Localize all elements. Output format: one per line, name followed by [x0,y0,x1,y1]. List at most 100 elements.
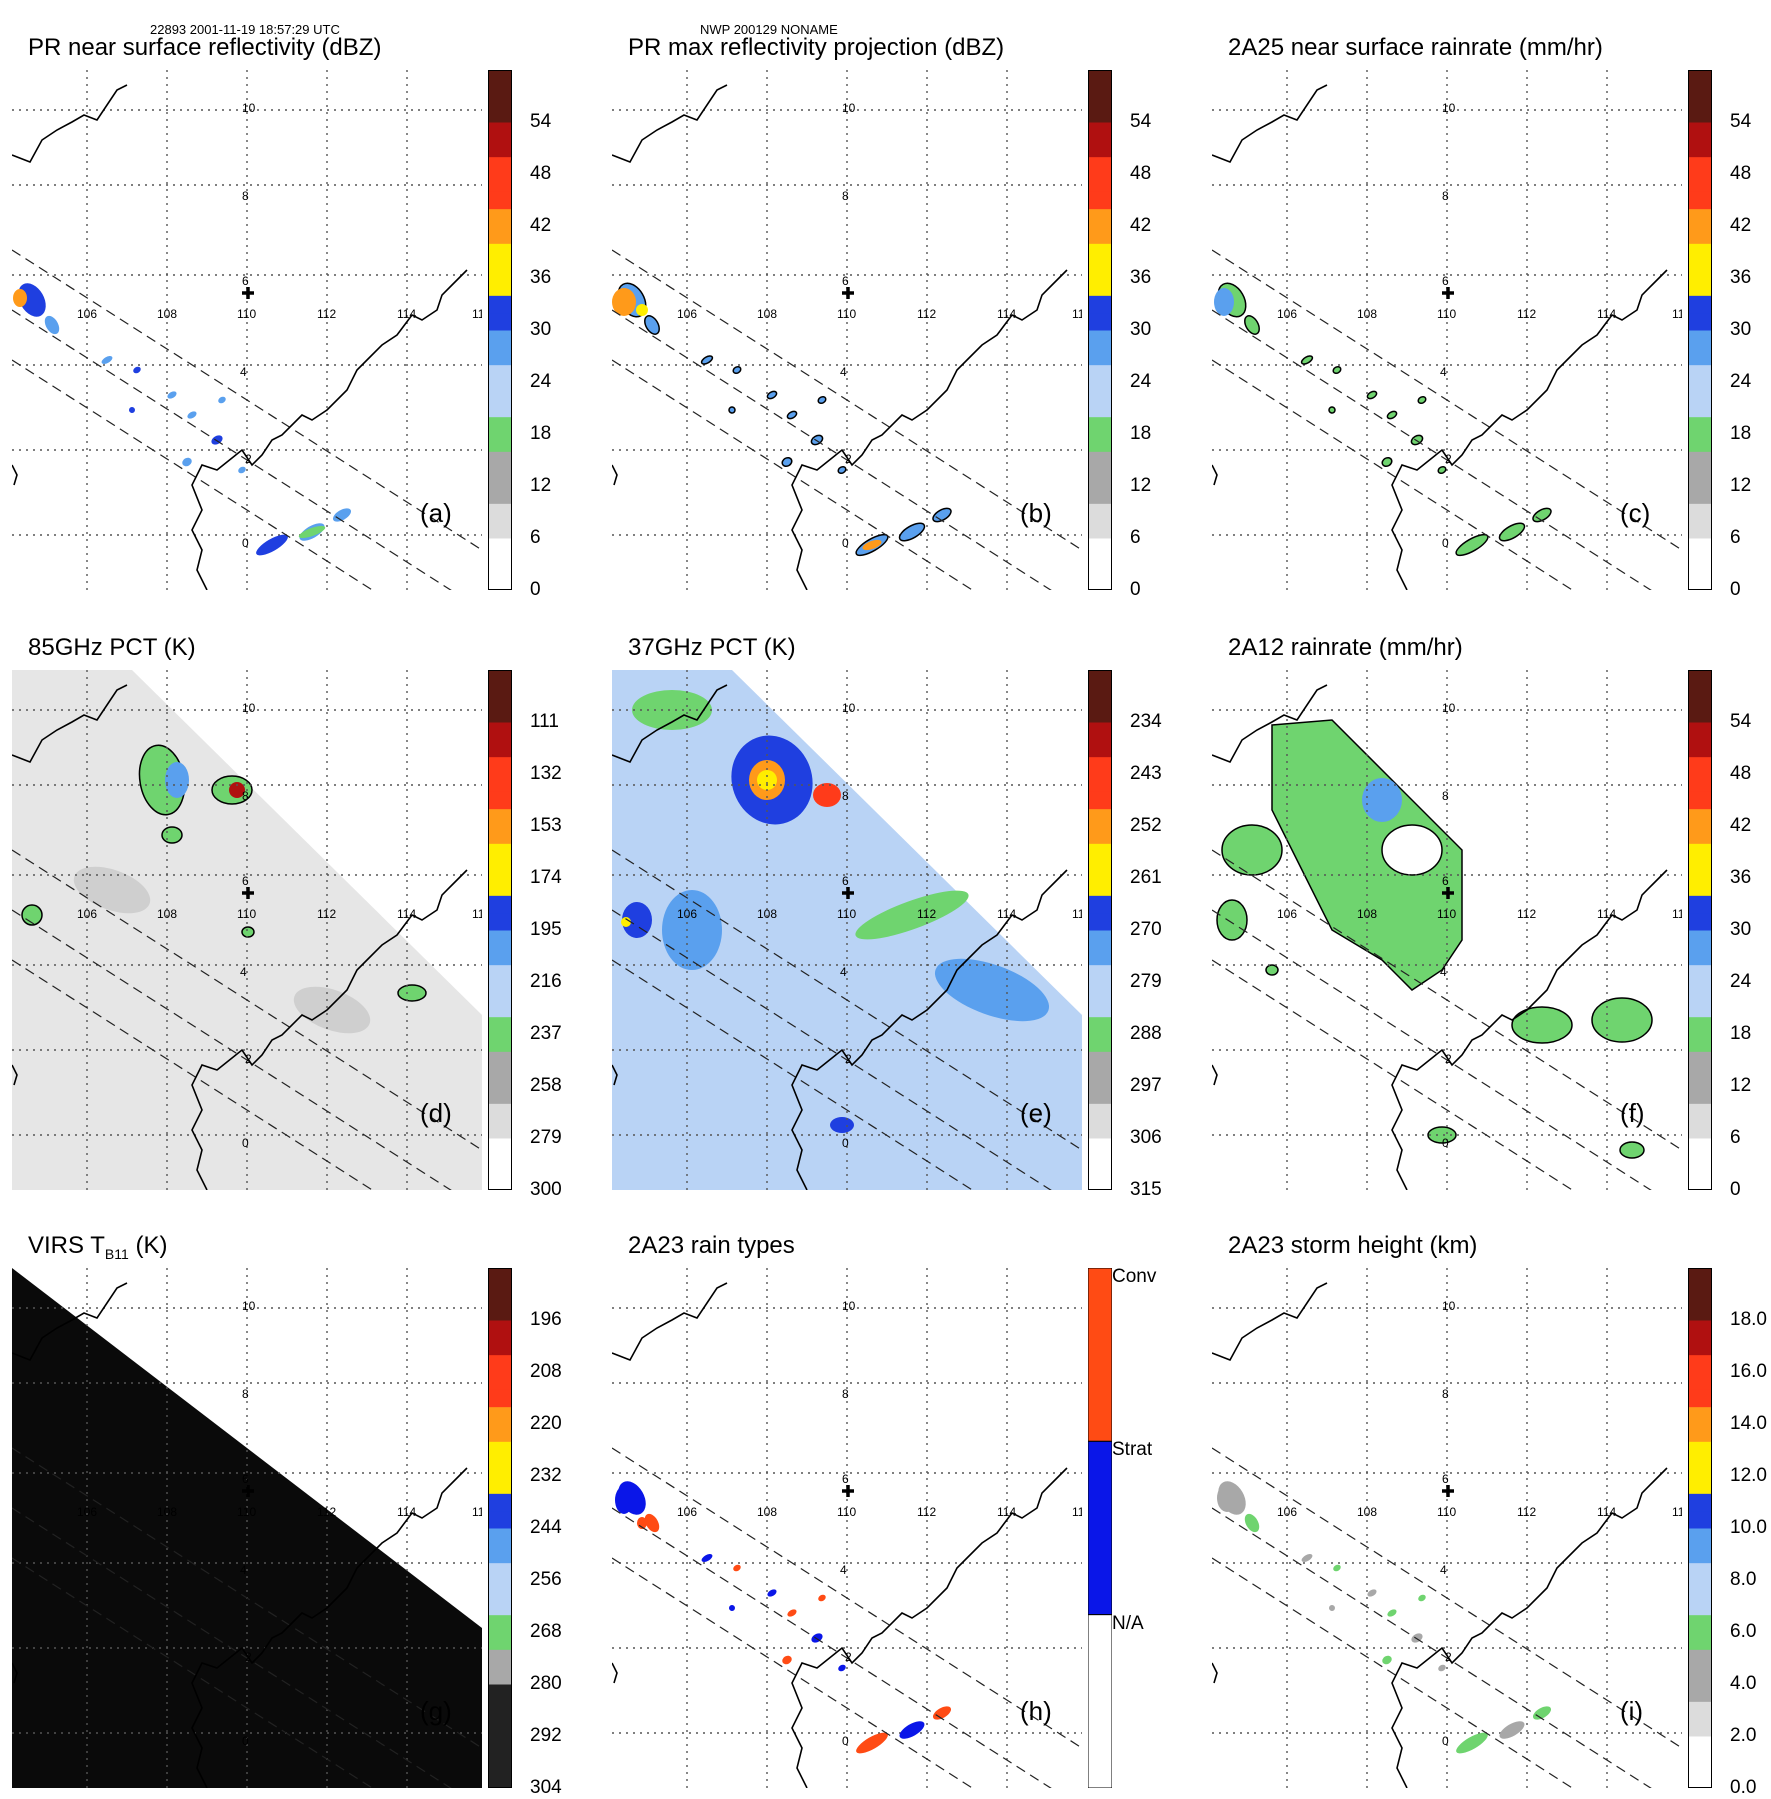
svg-text:6: 6 [842,874,849,888]
svg-text:110: 110 [237,1505,256,1519]
legend-swatch [488,843,512,862]
svg-text:6: 6 [242,1472,249,1486]
legend-swatch [488,930,512,948]
legend-swatch [1088,947,1112,966]
colorbar-tick-label: 42 [1730,815,1752,836]
panel-e: 106108110112114116108642037GHz PCT (K)(e… [600,630,1162,1200]
panel-a-label: (a) [420,498,452,528]
legend-swatch [1688,1718,1712,1737]
legend-swatch [488,538,512,556]
colorbar-tick-label: 12 [1730,1075,1752,1096]
legend-swatch [1688,260,1712,279]
panel-f-label: (f) [1620,1098,1645,1128]
svg-text:116: 116 [1072,1505,1082,1519]
legend-swatch [488,1337,512,1356]
legend-swatch [1688,174,1712,192]
legend-swatch [488,1406,512,1425]
legend-swatch [1088,930,1112,948]
legend-swatch [1088,416,1112,435]
map-svg: 1061081101121141161086420 [1212,70,1682,590]
legend-swatch [1688,1545,1712,1564]
panel-title-units: (K) [128,1232,168,1259]
colorbar-tick-label: 48 [530,163,552,184]
legend-swatch [488,1034,512,1052]
legend-swatch [1688,1354,1712,1373]
legend-swatch [488,208,512,227]
legend-swatch [1088,1051,1112,1070]
svg-text:8: 8 [242,789,249,803]
colorbar-tick-label: 30 [1730,319,1752,340]
legend-swatch [1688,70,1712,88]
colorbar-tick-label: 258 [530,1075,562,1096]
colorbar-tick-label: 42 [1130,215,1152,236]
panel-g-map: 1061081101121141161086420 [12,1268,482,1788]
panel-f-map: 1061081101121141161086420 [1212,670,1682,1190]
legend-swatch [1688,416,1712,435]
svg-text:2: 2 [1445,452,1452,466]
legend-swatch [488,1753,512,1772]
svg-text:108: 108 [157,307,177,321]
legend-swatch [1088,260,1112,279]
legend-swatch [1088,191,1112,210]
legend-swatch [1688,722,1712,740]
legend-swatch [1088,1034,1112,1052]
svg-text:106: 106 [77,1505,97,1519]
panel-title-subscript: B11 [104,1245,129,1262]
legend-swatch [1088,312,1112,331]
legend-swatch [1688,964,1712,983]
legend-swatch [488,70,512,88]
legend-swatch [1688,808,1712,827]
legend-swatch [1688,1770,1712,1788]
svg-text:6: 6 [842,274,849,288]
legend-swatch [488,1424,512,1442]
panel-title-text: 85GHz PCT (K) [28,634,196,661]
svg-text:116: 116 [1672,907,1682,921]
legend-swatch-conv [1088,1268,1112,1442]
colorbar-tick-label: 0 [1730,1179,1741,1200]
svg-text:6: 6 [1442,1472,1449,1486]
legend-swatch [1688,1701,1712,1720]
svg-text:10: 10 [842,1299,856,1313]
svg-text:110: 110 [237,307,256,321]
svg-text:108: 108 [757,907,777,921]
colorbar-tick-label: 111 [530,711,559,732]
legend-swatch [1688,1510,1712,1529]
panel-h-title: 2A23 rain types [628,1232,795,1260]
colorbar-tick-label: 6.0 [1730,1621,1757,1642]
svg-text:106: 106 [77,907,97,921]
legend-swatch [488,739,512,758]
legend-swatch [1088,999,1112,1018]
legend-swatch [1688,1034,1712,1052]
legend-swatch [1088,503,1112,522]
legend-swatch [1688,330,1712,348]
legend-swatch [1088,156,1112,175]
legend-swatch [488,964,512,983]
colorbar-tick-label: 42 [530,215,552,236]
legend-swatch [488,791,512,810]
svg-text:10: 10 [842,701,856,715]
svg-text:116: 116 [472,1505,482,1519]
legend-swatch [488,826,512,844]
colorbar-tick-label: 24 [1730,971,1752,992]
colorbar-tick-label: 261 [1130,867,1162,888]
legend-swatch [488,808,512,827]
legend-swatch [1688,1753,1712,1772]
legend-swatch [488,947,512,966]
svg-text:110: 110 [837,1505,856,1519]
colorbar-tick-label: 18 [1130,423,1152,444]
legend-swatch [488,295,512,314]
colorbar-tick-label: 280 [530,1673,562,1694]
svg-text:4: 4 [1440,365,1447,379]
legend-swatch [1688,1476,1712,1494]
legend-swatch [1688,1138,1712,1156]
svg-text:108: 108 [1357,1505,1377,1519]
legend-swatch [1088,364,1112,383]
legend-swatch [1688,1458,1712,1477]
svg-text:116: 116 [472,907,482,921]
colorbar-tick-label: 297 [1130,1075,1162,1096]
colorbar-tick-label: 304 [530,1777,562,1798]
colorbar-tick-label: 30 [530,319,552,340]
colorbar-tick-label: 54 [530,111,552,132]
legend-swatch [1688,486,1712,504]
legend-swatch [1688,1736,1712,1754]
